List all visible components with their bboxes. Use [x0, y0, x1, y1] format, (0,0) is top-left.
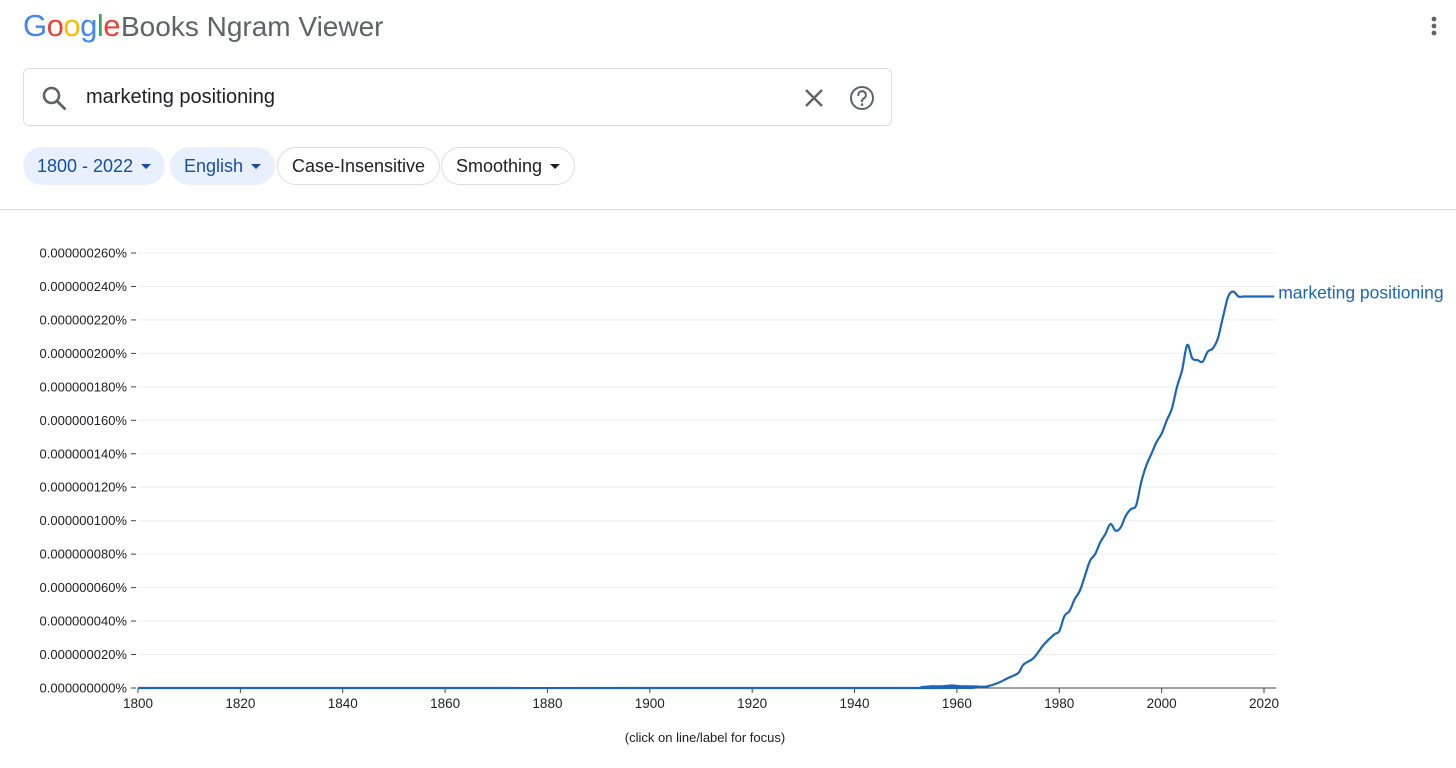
chevron-down-icon: [251, 163, 262, 169]
x-tick-label: 2000: [1147, 696, 1177, 711]
x-tick-label: 1860: [430, 696, 460, 711]
x-tick-label: 1940: [840, 696, 870, 711]
close-icon[interactable]: [802, 86, 826, 110]
google-logo[interactable]: Google: [23, 8, 121, 43]
search-icon[interactable]: [41, 85, 67, 111]
corpus-chip[interactable]: English: [170, 147, 276, 185]
y-tick-label: 0.000000080%: [40, 547, 128, 562]
header-divider: [0, 209, 1456, 210]
y-tick-label: 0.000000180%: [40, 379, 128, 394]
x-tick-label: 1920: [737, 696, 767, 711]
x-tick-label: 1960: [942, 696, 972, 711]
x-tick-label: 1820: [225, 696, 255, 711]
ngram-chart: 0.000000000% 0.000000020% 0.000000040% 0.00…: [40, 246, 1444, 746]
app-header: Google Books Ngram Viewer: [0, 0, 1456, 52]
help-icon[interactable]: [849, 85, 875, 111]
y-tick-label: 0.000000220%: [40, 312, 128, 327]
app-title: Books Ngram Viewer: [121, 11, 384, 42]
chevron-down-icon: [141, 163, 152, 169]
x-tick-label: 1800: [123, 696, 153, 711]
x-tick-label: 1980: [1044, 696, 1074, 711]
y-tick-label: 0.000000200%: [40, 346, 128, 361]
corpus-label: English: [184, 156, 244, 176]
year-range-label: 1800 - 2022: [37, 156, 134, 176]
x-tick-label: 2020: [1249, 696, 1279, 711]
x-tick-label: 1880: [532, 696, 562, 711]
case-insensitive-chip[interactable]: Case-Insensitive: [277, 147, 441, 185]
y-tick-label: 0.000000000%: [40, 681, 128, 696]
y-tick-label: 0.000000100%: [40, 513, 128, 528]
x-tick-label: 1840: [328, 696, 358, 711]
case-insensitive-label: Case-Insensitive: [292, 156, 426, 176]
more-vert-icon[interactable]: [1420, 12, 1448, 40]
search-box: [23, 68, 892, 126]
y-tick-label: 0.000000140%: [40, 446, 128, 461]
y-tick-label: 0.000000120%: [40, 480, 128, 495]
x-tick-label: 1900: [635, 696, 665, 711]
chart-note: (click on line/label for focus): [625, 730, 785, 745]
y-tick-label: 0.000000160%: [40, 413, 128, 428]
year-range-chip[interactable]: 1800 - 2022: [23, 147, 166, 185]
y-tick-label: 0.000000020%: [40, 647, 128, 662]
y-tick-label: 0.000000240%: [40, 279, 128, 294]
y-tick-label: 0.000000040%: [40, 614, 128, 629]
smoothing-label: Smoothing: [456, 156, 543, 176]
chevron-down-icon: [550, 163, 561, 169]
smoothing-chip[interactable]: Smoothing: [441, 147, 576, 185]
series-label[interactable]: marketing positioning: [1278, 283, 1443, 303]
search-input[interactable]: [86, 83, 766, 111]
y-tick-label: 0.000000060%: [40, 580, 128, 595]
y-tick-label: 0.000000260%: [40, 246, 128, 261]
series-line-marketing-positioning[interactable]: [137, 290, 1275, 690]
